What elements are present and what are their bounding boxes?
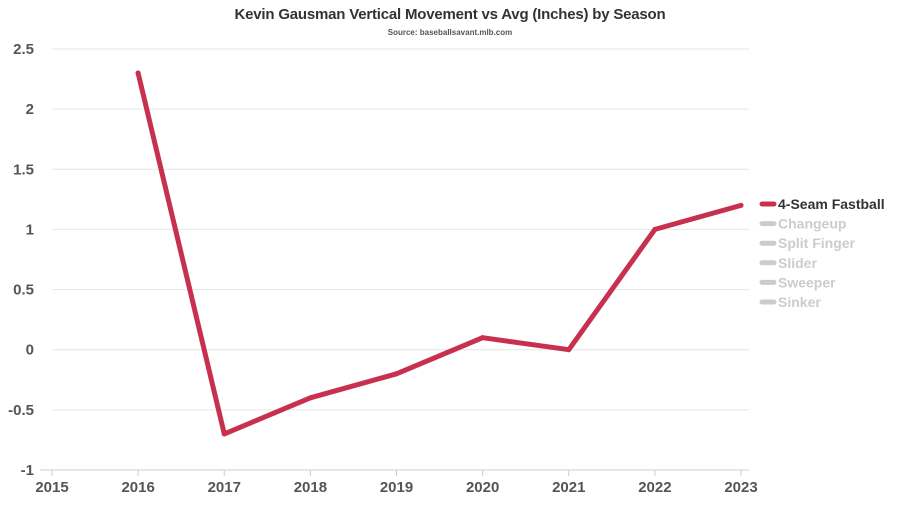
legend-label: 4-Seam Fastball (778, 196, 885, 212)
x-tick-label: 2022 (638, 479, 671, 496)
data-point[interactable] (652, 226, 658, 232)
y-tick-label: -1 (21, 462, 34, 479)
x-tick-label: 2016 (121, 479, 154, 496)
x-tick-label: 2023 (724, 479, 757, 496)
legend-item-split-finger[interactable]: Split Finger (759, 235, 856, 251)
y-tick-label: 0.5 (13, 282, 34, 299)
legend-item-changeup[interactable]: Changeup (759, 216, 846, 232)
y-tick-label: 1.5 (13, 161, 34, 178)
data-point[interactable] (135, 70, 141, 76)
x-tick-label: 2017 (208, 479, 241, 496)
y-tick-label: 2.5 (13, 41, 34, 58)
x-tick-label: 2018 (294, 479, 327, 496)
data-point[interactable] (480, 335, 486, 341)
legend-label: Slider (778, 255, 817, 271)
legend-item-sinker[interactable]: Sinker (759, 294, 821, 310)
data-point[interactable] (221, 431, 227, 437)
x-tick-label: 2021 (552, 479, 585, 496)
legend-item-sweeper[interactable]: Sweeper (759, 274, 836, 290)
legend-label: Sinker (778, 294, 821, 310)
chart-subtitle: Source: baseballsavant.mlb.com (387, 28, 513, 37)
y-tick-label: 1 (26, 221, 34, 238)
y-tick-label: 0 (26, 342, 34, 359)
series-lines (135, 70, 744, 437)
series-line-4-seam-fastball[interactable] (135, 70, 744, 437)
legend-item-slider[interactable]: Slider (759, 255, 817, 271)
legend-label: Changeup (778, 216, 846, 232)
data-point[interactable] (307, 395, 313, 401)
legend[interactable]: 4-Seam Fastball Changeup Split Finger Slide… (759, 196, 885, 310)
data-point[interactable] (394, 371, 399, 377)
data-point[interactable] (566, 347, 572, 353)
legend-item-4-seam-fastball[interactable]: 4-Seam Fastball (759, 196, 885, 212)
y-tick-label: 2 (26, 101, 34, 118)
legend-label: Split Finger (778, 235, 856, 251)
x-tick-label: 2015 (35, 479, 68, 496)
x-tick-label: 2019 (380, 479, 413, 496)
y-tick-label: -0.5 (8, 402, 34, 419)
chart-title: Kevin Gausman Vertical Movement vs Avg (… (234, 6, 666, 23)
legend-label: Sweeper (778, 274, 836, 290)
data-point[interactable] (738, 202, 744, 208)
gridlines (52, 48, 749, 411)
x-tick-label: 2020 (466, 479, 499, 496)
